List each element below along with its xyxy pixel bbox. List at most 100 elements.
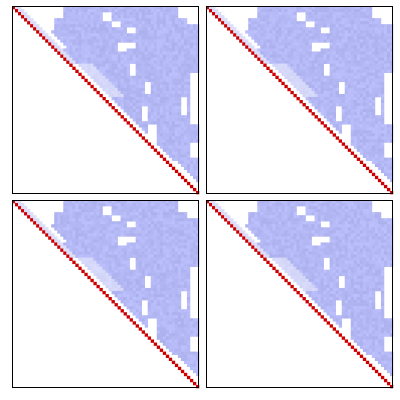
heatmap-cell bbox=[135, 254, 139, 258]
heatmap-cell bbox=[165, 233, 170, 237]
heatmap-cell bbox=[114, 281, 118, 286]
heatmap-cell bbox=[350, 48, 355, 52]
heatmap-cell bbox=[114, 275, 118, 280]
heatmap-cell bbox=[135, 287, 139, 292]
heatmap-cell bbox=[212, 200, 216, 204]
heatmap-cell bbox=[63, 33, 67, 37]
heatmap-cell bbox=[162, 312, 167, 316]
heatmap-cell bbox=[314, 81, 318, 86]
heatmap-cell bbox=[177, 336, 182, 340]
heatmap-cell bbox=[287, 54, 291, 58]
heatmap-cell bbox=[183, 275, 188, 280]
heatmap-cell bbox=[87, 69, 91, 74]
heatmap-cell bbox=[66, 48, 70, 52]
heatmap-cell bbox=[123, 36, 127, 40]
heatmap-cell bbox=[90, 257, 94, 261]
heatmap-cell bbox=[75, 30, 79, 34]
heatmap-cell bbox=[129, 230, 133, 234]
heatmap-cell bbox=[335, 200, 340, 204]
heatmap-cell bbox=[365, 103, 370, 107]
heatmap-cell bbox=[299, 9, 303, 13]
heatmap-cell bbox=[147, 257, 152, 261]
heatmap-cell bbox=[138, 275, 142, 280]
heatmap-cell bbox=[84, 18, 88, 22]
heatmap-cell bbox=[162, 75, 167, 80]
heatmap-cell bbox=[138, 42, 142, 46]
heatmap-cell bbox=[159, 245, 164, 249]
heatmap-cell bbox=[386, 136, 391, 140]
heatmap-cell bbox=[183, 36, 188, 40]
heatmap-cell bbox=[296, 75, 300, 80]
heatmap-cell bbox=[87, 215, 91, 219]
heatmap-cell bbox=[389, 163, 394, 168]
heatmap-cell bbox=[311, 54, 315, 58]
heatmap-cell bbox=[189, 127, 194, 131]
heatmap-cell bbox=[335, 75, 340, 80]
heatmap-cell bbox=[350, 24, 355, 28]
heatmap-cell bbox=[174, 236, 179, 240]
heatmap-cell bbox=[96, 212, 100, 216]
heatmap-cell bbox=[129, 300, 133, 304]
heatmap-cell bbox=[102, 257, 106, 261]
heatmap-cell bbox=[359, 57, 364, 61]
heatmap-cell bbox=[180, 333, 185, 337]
heatmap-cell bbox=[138, 69, 142, 74]
heatmap-cell bbox=[81, 60, 85, 64]
heatmap-cell bbox=[317, 63, 321, 67]
heatmap-cell bbox=[111, 239, 115, 243]
heatmap-cell bbox=[186, 272, 191, 277]
diagonal-cell bbox=[254, 54, 258, 58]
heatmap-cell bbox=[123, 245, 127, 249]
heatmap-cell bbox=[171, 263, 176, 268]
heatmap-cell bbox=[218, 15, 222, 19]
heatmap-cell bbox=[177, 300, 182, 304]
heatmap-cell bbox=[105, 266, 109, 271]
heatmap-cell bbox=[165, 66, 170, 70]
heatmap-cell bbox=[147, 6, 152, 10]
heatmap-cell bbox=[329, 78, 333, 83]
heatmap-cell bbox=[183, 57, 188, 61]
heatmap-cell bbox=[177, 54, 182, 58]
heatmap-cell bbox=[186, 303, 191, 307]
heatmap-cell bbox=[293, 200, 297, 204]
heatmap-cell bbox=[96, 209, 100, 213]
heatmap-cell bbox=[135, 281, 139, 286]
heatmap-cell bbox=[93, 57, 97, 61]
heatmap-cell bbox=[156, 333, 161, 337]
heatmap-cell bbox=[195, 163, 200, 168]
heatmap-cell bbox=[257, 6, 261, 10]
heatmap-cell bbox=[144, 318, 149, 322]
heatmap-cell bbox=[269, 60, 273, 64]
heatmap-cell bbox=[329, 6, 333, 10]
heatmap-cell bbox=[165, 75, 170, 80]
heatmap-cell bbox=[168, 130, 173, 134]
heatmap-cell bbox=[144, 57, 149, 61]
diagonal-cell bbox=[84, 78, 88, 83]
heatmap-cell bbox=[84, 60, 88, 64]
heatmap-cell bbox=[350, 121, 355, 125]
heatmap-cell bbox=[153, 203, 158, 207]
heatmap-cell bbox=[341, 9, 346, 13]
heatmap-cell bbox=[287, 72, 291, 77]
heatmap-cell bbox=[156, 24, 161, 28]
heatmap-cell bbox=[111, 242, 115, 246]
heatmap-cell bbox=[153, 9, 158, 13]
heatmap-cell bbox=[257, 200, 261, 204]
heatmap-cell bbox=[18, 9, 22, 13]
heatmap-cell bbox=[314, 33, 318, 37]
heatmap-cell bbox=[180, 63, 185, 67]
heatmap-cell bbox=[159, 115, 164, 119]
heatmap-cell bbox=[183, 142, 188, 146]
heatmap-cell bbox=[186, 284, 191, 289]
heatmap-cell bbox=[153, 300, 158, 304]
heatmap-cell bbox=[293, 78, 297, 83]
heatmap-cell bbox=[377, 57, 382, 61]
heatmap-cell bbox=[186, 269, 191, 274]
heatmap-cell bbox=[353, 87, 358, 92]
heatmap-cell bbox=[105, 281, 109, 286]
heatmap-cell bbox=[174, 136, 179, 140]
heatmap-cell bbox=[356, 51, 361, 55]
heatmap-cell bbox=[129, 303, 133, 307]
heatmap-cell bbox=[102, 281, 106, 286]
heatmap-cell bbox=[114, 221, 118, 225]
